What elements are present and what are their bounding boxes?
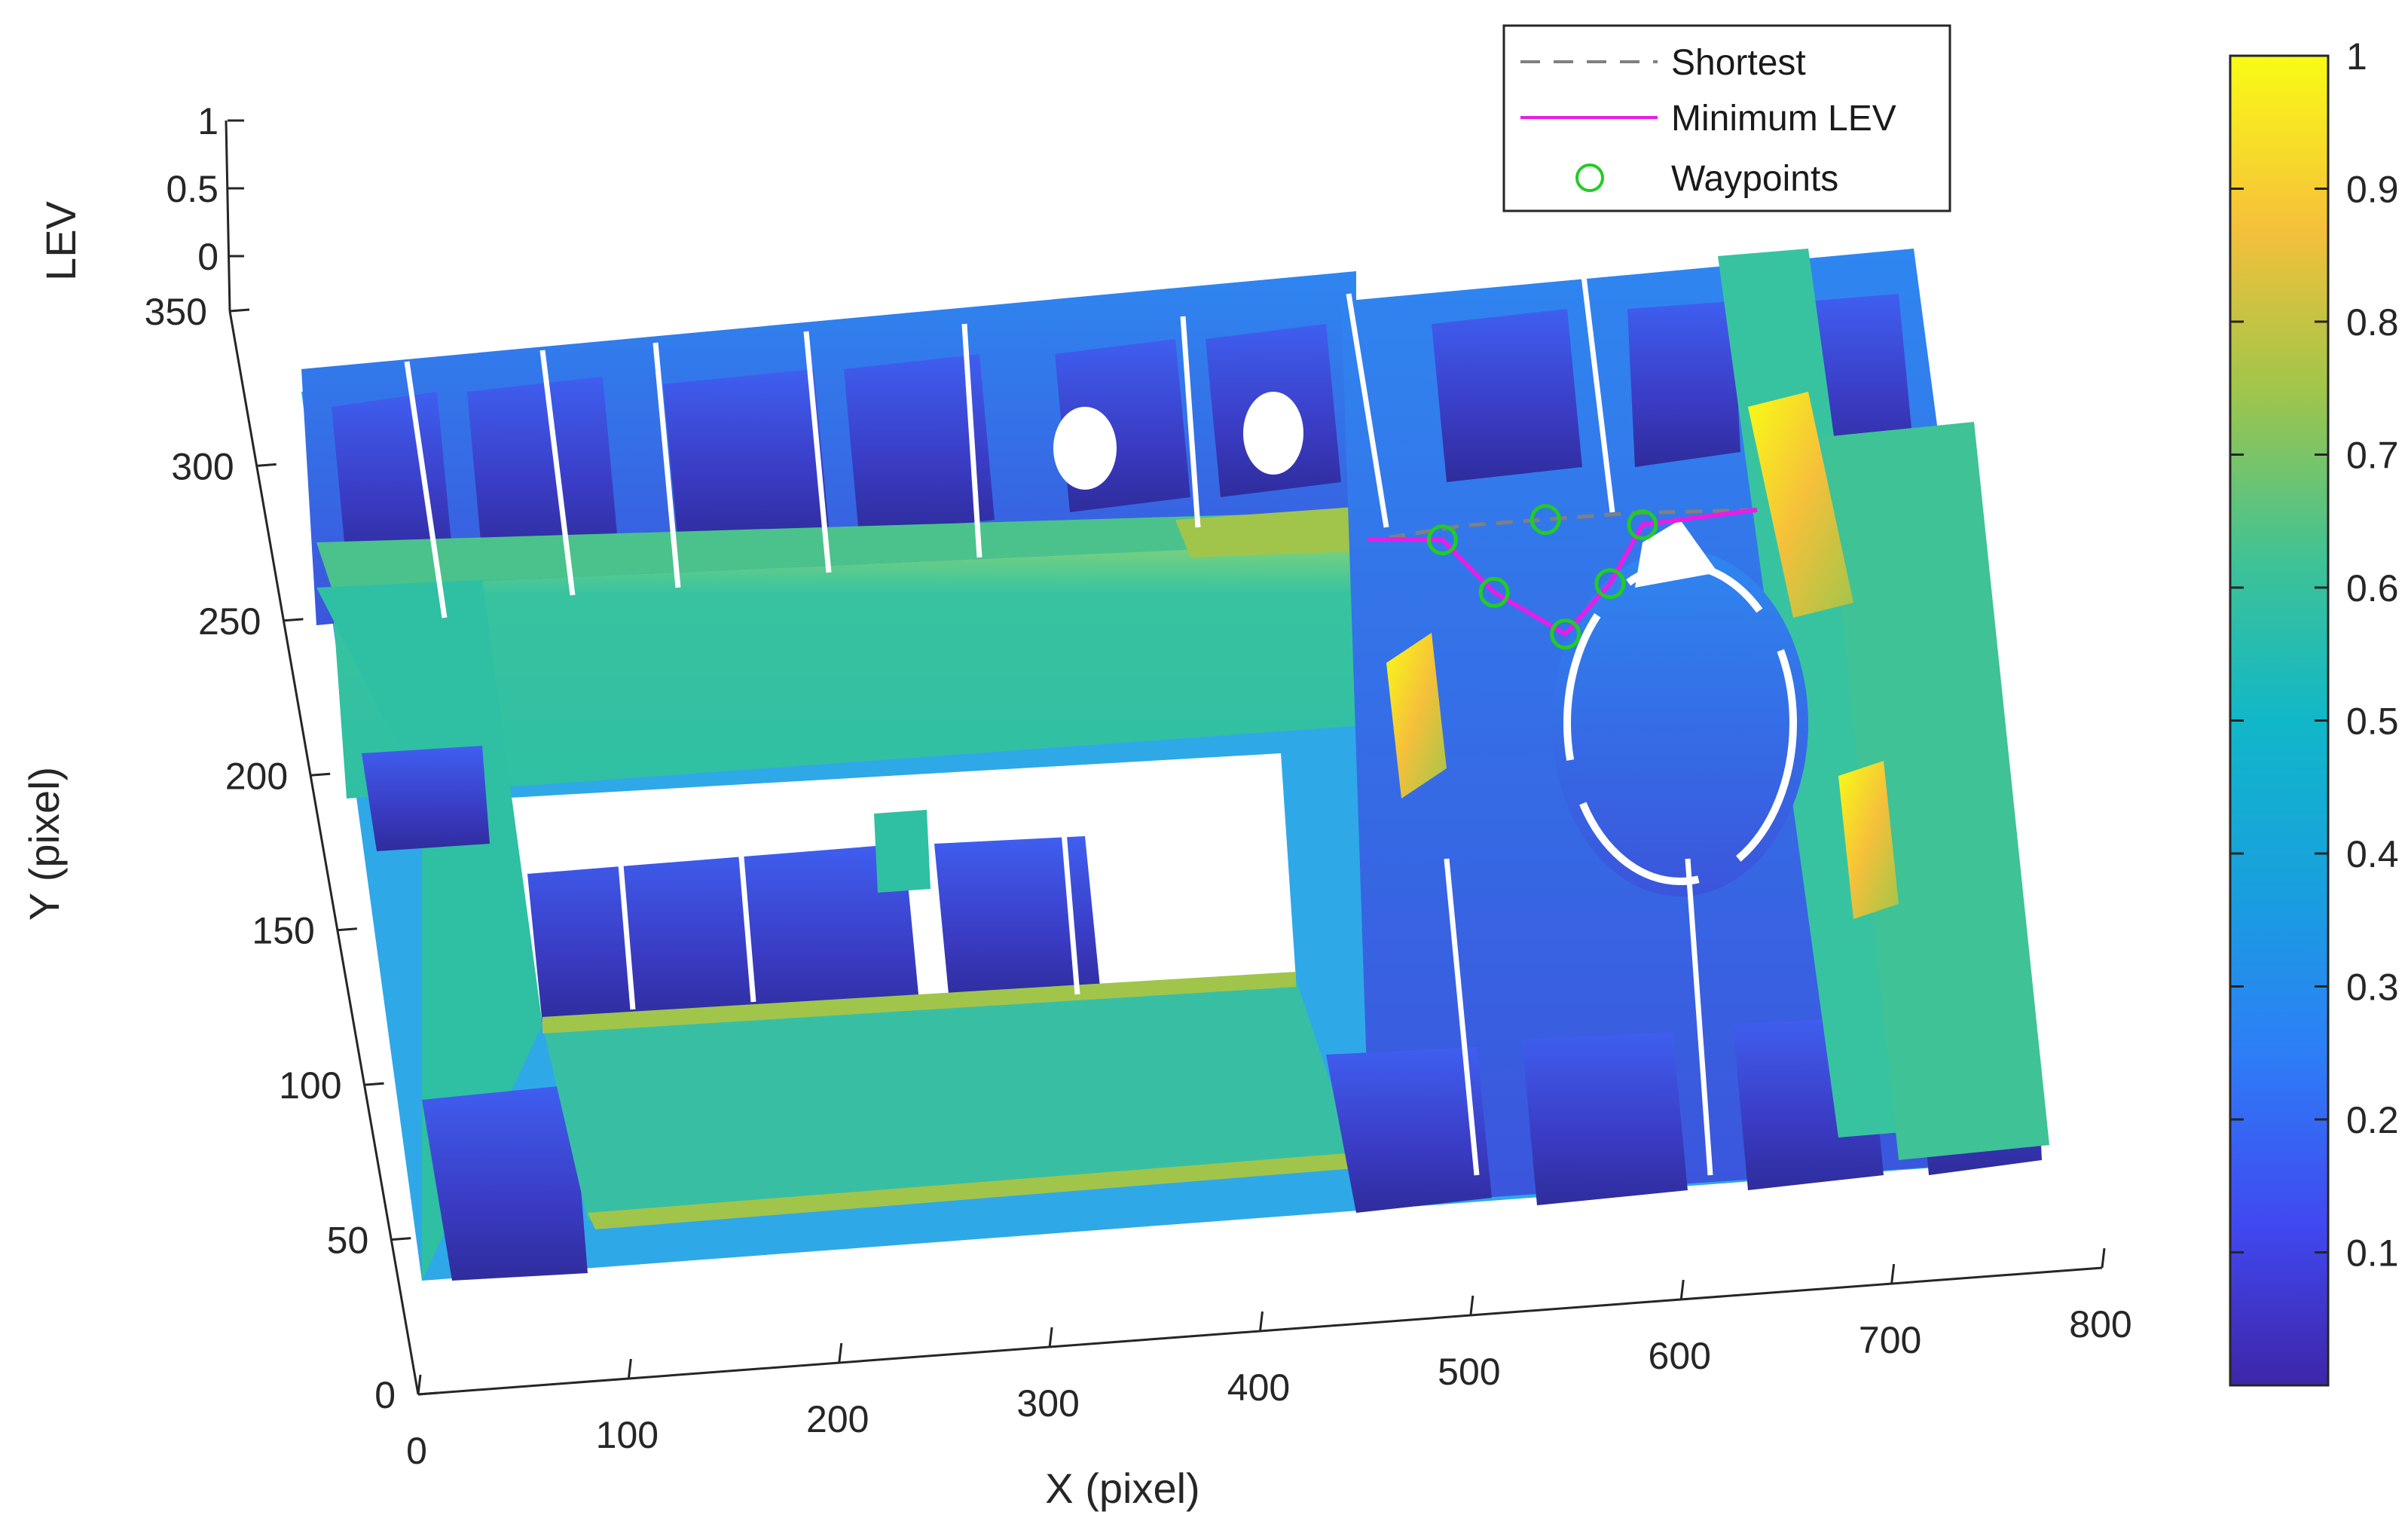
y-tick-mark bbox=[364, 1082, 384, 1086]
z-ticks: 00.51 bbox=[166, 100, 244, 278]
waypoint-marker bbox=[1529, 504, 1561, 536]
y-tick-label: 50 bbox=[327, 1220, 369, 1262]
y-axis-line bbox=[228, 310, 420, 1395]
y-ticks: 0 50 100 150 200 250 300 350 bbox=[145, 291, 439, 1416]
z-tick-label: 1 bbox=[197, 100, 218, 142]
minimum-lev-path-line bbox=[1367, 507, 1758, 637]
colorbar-tick-label: 0.5 bbox=[2346, 701, 2399, 743]
y-tick-label: 200 bbox=[225, 755, 288, 797]
x-tick-label: 700 bbox=[1859, 1319, 1921, 1361]
colorbar-tick-label: 1 bbox=[2346, 35, 2367, 78]
y-tick-mark bbox=[283, 618, 304, 622]
y-tick-mark bbox=[391, 1237, 411, 1241]
shortest-path-line bbox=[1388, 508, 1758, 540]
y-tick-label: 100 bbox=[279, 1064, 341, 1107]
x-tick-label: 600 bbox=[1649, 1335, 1711, 1377]
x-tick-mark bbox=[1048, 1327, 1053, 1348]
legend: Shortest Minimum LEV Waypoints bbox=[1502, 24, 1951, 212]
x-tick-mark bbox=[1469, 1295, 1474, 1316]
z-axis-line bbox=[225, 120, 231, 312]
y-tick-mark bbox=[310, 772, 331, 777]
y-tick-label: 150 bbox=[252, 910, 314, 952]
y-tick-mark bbox=[417, 1391, 439, 1396]
y-tick-label: 250 bbox=[198, 600, 261, 643]
legend-waypoints-label: Waypoints bbox=[1671, 159, 1838, 199]
colorbar-tick-label: 0.7 bbox=[2346, 435, 2399, 477]
y-tick-mark bbox=[229, 308, 250, 313]
colorbar-tick-label: 0.4 bbox=[2346, 833, 2399, 875]
x-tick-label: 500 bbox=[1438, 1351, 1500, 1393]
colorbar-tick-label: 0.9 bbox=[2346, 169, 2399, 211]
lev-surface bbox=[301, 249, 2049, 1281]
legend-waypoints-marker bbox=[1575, 163, 1604, 192]
x-tick-label: 100 bbox=[596, 1414, 659, 1456]
colorbar: 0.1 0.2 0.3 0.4 0.5 0.6 0.7 0.8 0.9 1 bbox=[2229, 35, 2399, 1387]
y-tick-label: 300 bbox=[171, 445, 234, 487]
y-tick-mark bbox=[256, 463, 277, 467]
x-tick-label: 0 bbox=[406, 1430, 427, 1472]
colorbar-tick-label: 0.8 bbox=[2346, 301, 2399, 344]
colorbar-tick-label: 0.6 bbox=[2346, 567, 2399, 609]
x-tick-label: 200 bbox=[806, 1398, 869, 1440]
x-tick-label: 300 bbox=[1016, 1382, 1079, 1425]
x-tick-mark bbox=[2101, 1247, 2106, 1269]
y-axis-title: Y (pixel) bbox=[20, 767, 68, 921]
waypoint-marker bbox=[1627, 509, 1658, 541]
colorbar-tick-label: 0.2 bbox=[2346, 1099, 2399, 1141]
waypoint-marker bbox=[1550, 618, 1581, 650]
z-tick-label: 0.5 bbox=[166, 168, 218, 210]
colorbar-gradient bbox=[2229, 54, 2330, 1387]
colorbar-ticks: 0.1 0.2 0.3 0.4 0.5 0.6 0.7 0.8 0.9 1 bbox=[2230, 35, 2399, 1275]
colorbar-tick-label: 0.3 bbox=[2346, 966, 2399, 1009]
legend-minlev-label: Minimum LEV bbox=[1671, 99, 1896, 139]
z-tick-label: 0 bbox=[197, 236, 218, 278]
x-tick-mark bbox=[1679, 1279, 1685, 1300]
legend-shortest-label: Shortest bbox=[1671, 43, 1806, 83]
y-tick-label: 350 bbox=[145, 291, 207, 333]
y-tick-label: 0 bbox=[374, 1374, 396, 1416]
x-axis-title: X (pixel) bbox=[1045, 1464, 1199, 1512]
x-ticks: 0 100 200 300 400 500 600 700 800 bbox=[406, 1247, 2132, 1472]
x-tick-mark bbox=[627, 1358, 632, 1379]
colorbar-tick-label: 0.1 bbox=[2346, 1232, 2399, 1275]
z-axis-title: LEV bbox=[37, 200, 84, 280]
x-tick-mark bbox=[1890, 1263, 1896, 1284]
y-tick-mark bbox=[337, 927, 357, 932]
waypoint-marker bbox=[1426, 524, 1458, 556]
x-tick-mark bbox=[838, 1342, 843, 1363]
x-tick-label: 800 bbox=[2069, 1303, 2131, 1345]
waypoint-marker bbox=[1478, 576, 1510, 608]
x-tick-label: 400 bbox=[1227, 1367, 1290, 1409]
waypoint-marker bbox=[1594, 568, 1626, 600]
x-tick-mark bbox=[417, 1374, 422, 1395]
path-overlay bbox=[1367, 504, 1758, 650]
x-tick-mark bbox=[1259, 1311, 1264, 1332]
